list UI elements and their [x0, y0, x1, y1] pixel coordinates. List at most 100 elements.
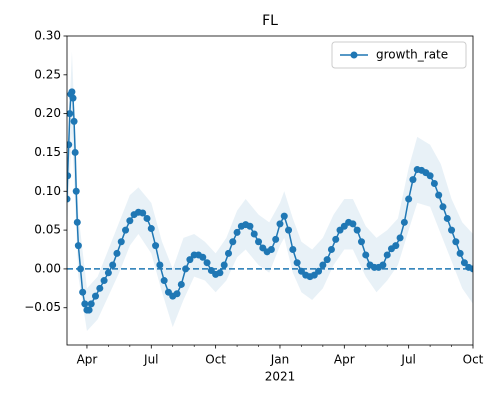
y-tick-label: 0.30 — [34, 29, 61, 43]
data-point — [117, 238, 125, 246]
data-point — [109, 261, 117, 269]
data-point — [71, 148, 79, 156]
data-point — [122, 226, 130, 234]
data-point — [327, 246, 335, 254]
data-point — [147, 225, 155, 233]
data-point — [255, 238, 263, 246]
data-point — [74, 242, 82, 250]
data-point — [182, 265, 190, 273]
plot-area — [67, 51, 473, 332]
data-point — [173, 290, 181, 298]
x-tick-label: Oct — [205, 353, 226, 367]
data-point — [315, 267, 323, 275]
data-point — [272, 235, 280, 243]
data-point — [100, 277, 108, 285]
data-point — [160, 277, 168, 285]
data-point — [67, 110, 74, 118]
data-point — [460, 259, 468, 267]
data-point — [357, 238, 365, 246]
data-point — [267, 246, 275, 254]
data-point — [383, 251, 391, 259]
y-tick-label: −0.05 — [24, 300, 61, 314]
data-point — [70, 117, 78, 125]
data-point — [220, 261, 228, 269]
data-point — [77, 265, 85, 273]
confidence-band — [67, 51, 473, 332]
data-point — [87, 300, 95, 308]
data-point — [67, 172, 72, 180]
data-point — [426, 172, 434, 180]
chart-title: FL — [262, 13, 278, 29]
data-point — [396, 234, 404, 242]
data-point — [435, 191, 443, 199]
x-tick-label: Apr — [77, 353, 98, 367]
data-point — [349, 220, 357, 228]
data-point — [92, 292, 100, 300]
data-point — [409, 176, 417, 184]
data-point — [323, 256, 331, 264]
data-point — [233, 228, 241, 236]
data-point — [69, 94, 77, 102]
data-point — [186, 256, 194, 264]
x-year-label: 2021 — [265, 370, 296, 384]
x-tick-label: Jan — [270, 353, 290, 367]
x-tick-label: Apr — [334, 353, 355, 367]
data-point — [362, 251, 370, 259]
data-point — [104, 269, 112, 277]
y-tick-label: 0.05 — [34, 223, 61, 237]
data-point — [73, 218, 81, 226]
data-point — [113, 249, 121, 257]
data-point — [67, 141, 73, 149]
data-point — [405, 195, 413, 203]
data-point — [143, 214, 151, 222]
y-tick-label: 0.00 — [34, 261, 61, 275]
legend-marker — [350, 51, 358, 59]
y-tick-label: 0.10 — [34, 184, 61, 198]
y-tick-label: 0.15 — [34, 145, 61, 159]
data-point — [79, 288, 87, 296]
data-point — [96, 284, 104, 292]
data-point — [216, 269, 224, 277]
data-point — [203, 259, 211, 267]
x-tick-label: Jul — [400, 353, 415, 367]
data-point — [332, 235, 340, 243]
data-point — [67, 195, 71, 203]
data-point — [285, 226, 293, 234]
data-point — [293, 259, 301, 267]
data-point — [72, 187, 80, 195]
data-point — [430, 180, 438, 188]
data-point — [353, 226, 361, 234]
data-point — [224, 249, 232, 257]
data-point — [246, 222, 254, 230]
axes-frame — [66, 35, 474, 346]
data-point — [81, 300, 89, 308]
data-point — [289, 246, 297, 254]
data-point — [452, 238, 460, 246]
data-point — [276, 220, 284, 228]
data-point — [177, 280, 185, 288]
data-point — [229, 238, 237, 246]
data-point — [68, 88, 76, 96]
legend-label: growth_rate — [376, 48, 448, 62]
data-point — [448, 226, 456, 234]
data-point — [469, 265, 473, 273]
data-point — [85, 306, 93, 314]
x-tick-label: Oct — [463, 353, 484, 367]
data-point — [319, 261, 327, 269]
data-point — [439, 203, 447, 211]
data-point — [250, 230, 258, 238]
data-point — [152, 242, 160, 250]
data-point — [400, 218, 408, 226]
data-point — [392, 242, 400, 250]
y-tick-label: 0.20 — [34, 106, 61, 120]
data-point — [443, 214, 451, 222]
y-tick-label: 0.25 — [34, 67, 61, 81]
data-point — [199, 253, 207, 261]
data-point — [139, 209, 147, 217]
data-point — [456, 249, 464, 257]
legend-box — [331, 41, 467, 69]
data-point — [379, 261, 387, 269]
data-point — [280, 212, 288, 220]
data-point — [156, 261, 164, 269]
